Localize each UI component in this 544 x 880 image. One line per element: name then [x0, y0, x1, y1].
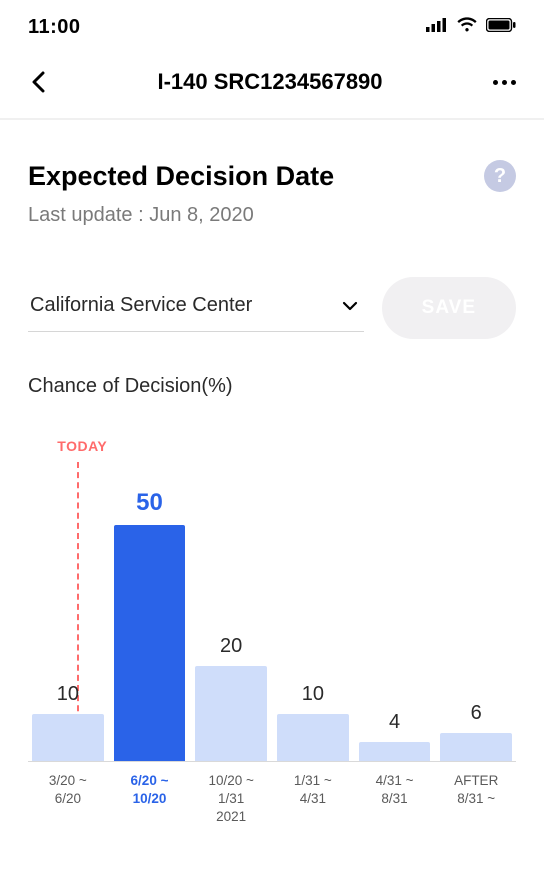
xlabel: 6/20 ~10/20 — [114, 772, 186, 827]
last-update-date: Jun 8, 2020 — [149, 204, 254, 226]
bar — [32, 714, 104, 761]
status-bar: 11:00 — [0, 0, 544, 50]
bar — [114, 525, 186, 761]
page-title-row: Expected Decision Date ? — [28, 160, 516, 192]
dot-icon — [511, 80, 516, 85]
bar — [359, 742, 431, 761]
nav-header: I-140 SRC1234567890 — [0, 50, 544, 120]
bar-column: 10 — [277, 683, 349, 761]
status-time: 11:00 — [28, 16, 81, 39]
bar-value: 20 — [220, 635, 242, 658]
select-row: California Service Center SAVE — [28, 277, 516, 339]
service-center-selected: California Service Center — [30, 294, 252, 317]
bar-column: 6 — [440, 702, 512, 761]
chart-subhead: Chance of Decision(%) — [28, 375, 516, 398]
dot-icon — [502, 80, 507, 85]
last-update-prefix: Last update : — [28, 204, 149, 226]
help-icon: ? — [494, 165, 506, 188]
xlabel: 10/20 ~1/312021 — [195, 772, 267, 827]
bar — [195, 666, 267, 761]
dot-icon — [493, 80, 498, 85]
xlabel: 1/31 ~4/31 — [277, 772, 349, 827]
save-button[interactable]: SAVE — [382, 277, 516, 339]
bar-value: 4 — [389, 711, 400, 734]
main-content: Expected Decision Date ? Last update : J… — [0, 120, 544, 827]
xlabel: AFTER8/31 ~ — [440, 772, 512, 827]
chart-xlabels: 3/20 ~6/206/20 ~10/2010/20 ~1/3120211/31… — [28, 762, 516, 827]
help-button[interactable]: ? — [484, 160, 516, 192]
more-button[interactable] — [488, 80, 520, 85]
status-icons — [426, 17, 516, 38]
bar — [277, 714, 349, 761]
chart: TODAY 1050201046 3/20 ~6/206/20 ~10/2010… — [28, 438, 516, 827]
battery-icon — [486, 18, 516, 37]
bar-value: 10 — [57, 683, 79, 706]
last-update: Last update : Jun 8, 2020 — [28, 204, 516, 227]
wifi-icon — [456, 17, 478, 38]
bar-column: 20 — [195, 635, 267, 761]
bar-value: 50 — [136, 489, 163, 517]
page-header-title: I-140 SRC1234567890 — [64, 69, 476, 95]
xlabel: 4/31 ~8/31 — [359, 772, 431, 827]
service-center-select[interactable]: California Service Center — [28, 284, 364, 332]
chevron-down-icon — [342, 298, 358, 314]
xlabel: 3/20 ~6/20 — [32, 772, 104, 827]
bar-column: 10 — [32, 683, 104, 761]
bar-value: 6 — [471, 702, 482, 725]
bar-value: 10 — [302, 683, 324, 706]
today-label: TODAY — [57, 438, 516, 454]
chart-bars: 10 50 20 10 4 6 — [28, 462, 516, 762]
page-title: Expected Decision Date — [28, 161, 334, 192]
bar-column: 50 — [114, 489, 186, 761]
cellular-icon — [426, 18, 448, 37]
chevron-left-icon — [31, 71, 45, 93]
bar-column: 4 — [359, 711, 431, 761]
bar — [440, 733, 512, 761]
back-button[interactable] — [24, 68, 52, 96]
